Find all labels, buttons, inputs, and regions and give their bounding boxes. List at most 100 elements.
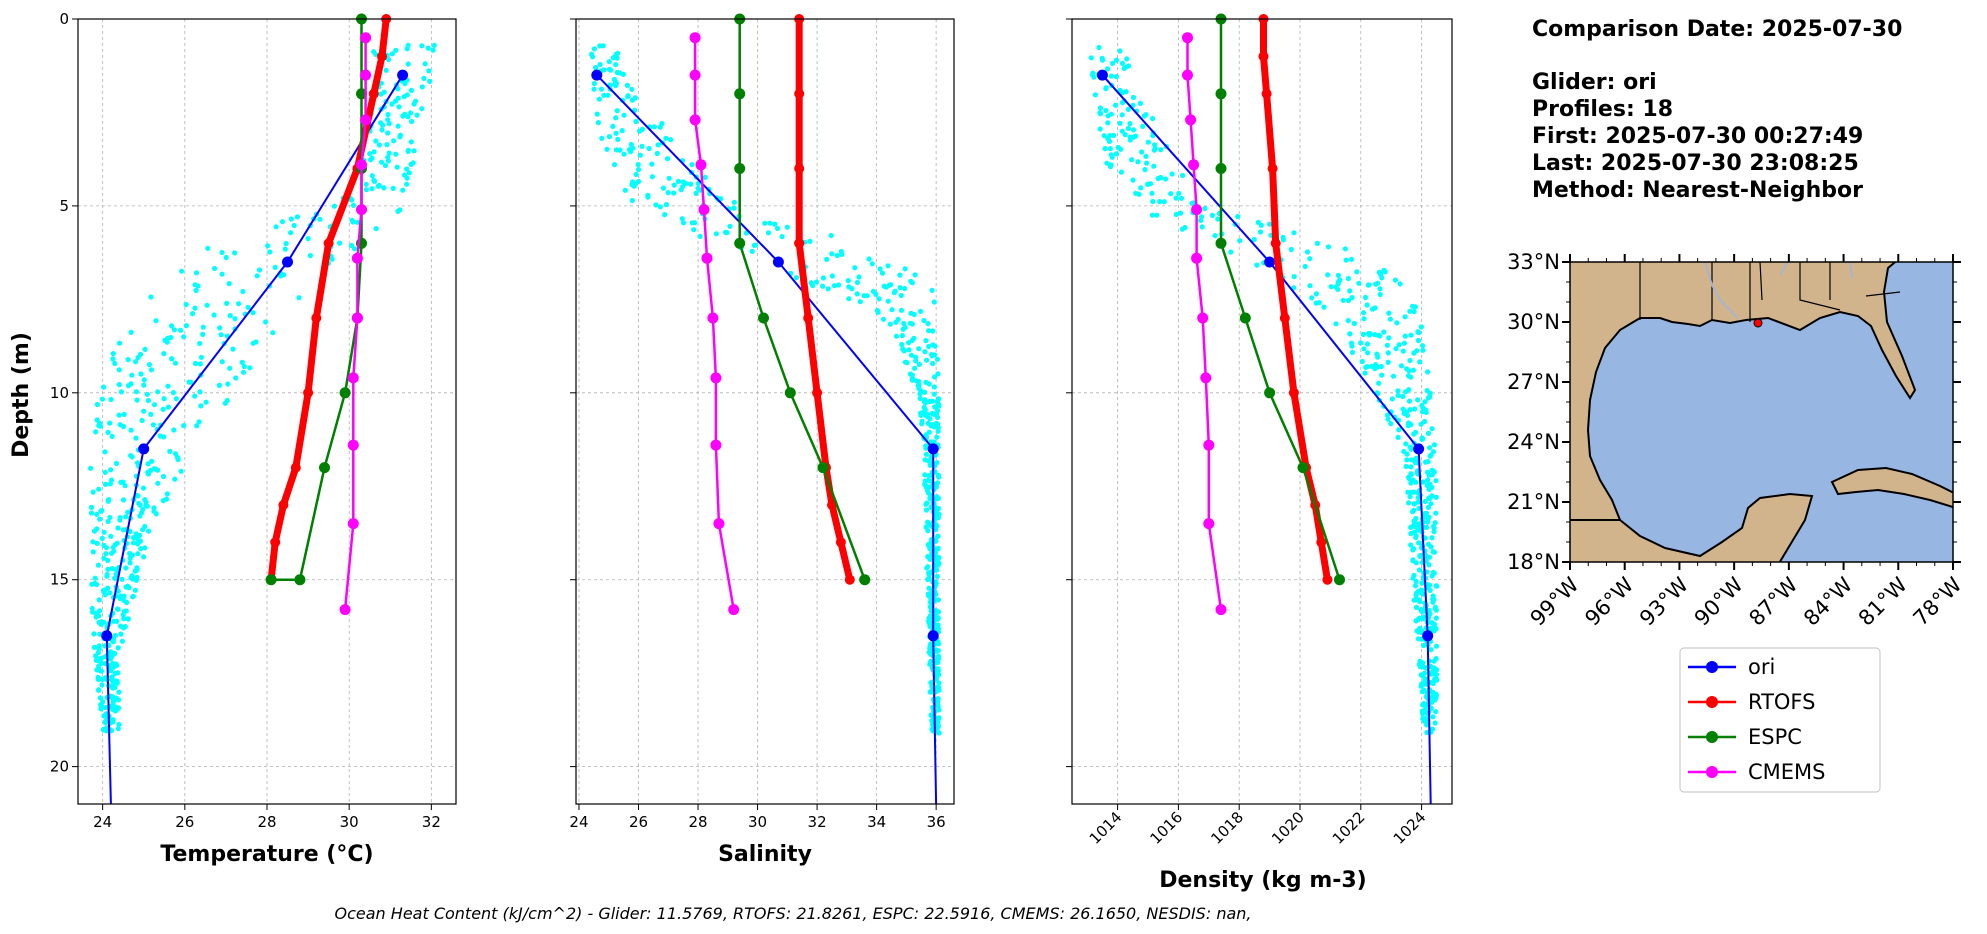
glider-scatter-point <box>192 393 198 399</box>
glider-scatter-point <box>110 685 116 691</box>
glider-scatter-point <box>113 571 119 578</box>
glider-scatter-point <box>92 575 98 581</box>
glider-scatter-point <box>846 284 852 290</box>
glider-scatter-point <box>135 551 141 557</box>
glider-scatter-point <box>96 687 102 693</box>
glider-scatter-point <box>151 402 158 408</box>
glider-scatter-point <box>751 242 758 248</box>
glider-scatter-point <box>1267 221 1273 227</box>
glider-scatter-point <box>1113 57 1120 63</box>
glider-scatter-point <box>922 400 928 406</box>
glider-scatter-point <box>89 605 95 612</box>
series-point-ori <box>397 69 409 81</box>
glider-scatter-point <box>382 162 389 169</box>
glider-scatter-point <box>1413 533 1419 539</box>
glider-scatter-point <box>1420 404 1426 410</box>
glider-scatter-point <box>854 279 861 286</box>
glider-scatter-point <box>369 173 375 179</box>
glider-scatter-point <box>181 423 187 429</box>
glider-scatter-point <box>1381 267 1387 273</box>
glider-scatter-point <box>425 45 431 51</box>
glider-scatter-point <box>689 220 695 226</box>
glider-scatter-point <box>925 564 931 570</box>
glider-scatter-point <box>178 327 184 333</box>
glider-scatter-point <box>1307 283 1313 289</box>
glider-scatter-point <box>219 271 225 277</box>
glider-scatter-point <box>131 535 137 541</box>
glider-scatter-point <box>633 171 639 178</box>
glider-scatter-point <box>1176 190 1182 197</box>
glider-scatter-point <box>376 142 382 148</box>
glider-scatter-point <box>1400 348 1406 354</box>
series-point-ori <box>1264 256 1276 268</box>
glider-scatter-point <box>774 225 781 232</box>
glider-scatter-point <box>1424 729 1430 736</box>
series-point-ori <box>1422 630 1434 642</box>
glider-scatter-point <box>1150 115 1156 122</box>
glider-scatter-point <box>1119 60 1125 66</box>
glider-scatter-point <box>1313 291 1319 297</box>
series-point-rtofs <box>311 313 322 323</box>
glider-scatter-point <box>923 338 929 344</box>
glider-scatter-point <box>1418 629 1424 636</box>
glider-scatter-point <box>1354 269 1360 275</box>
glider-scatter-point <box>96 597 102 603</box>
glider-scatter-point <box>1288 246 1294 253</box>
glider-scatter-point <box>174 454 181 461</box>
glider-scatter-point <box>105 429 111 435</box>
legend-marker-rtofs <box>1706 696 1718 708</box>
glider-scatter-point <box>160 473 167 480</box>
glider-scatter-point <box>1372 332 1378 338</box>
glider-scatter-point <box>391 138 397 144</box>
glider-scatter-point <box>265 243 271 249</box>
glider-scatter-point <box>101 619 107 625</box>
glider-scatter-point <box>1105 120 1111 126</box>
xlabel-temperature: Temperature (°C) <box>160 842 373 867</box>
glider-scatter-point <box>194 423 200 429</box>
glider-scatter-point <box>856 274 862 280</box>
glider-scatter-point <box>296 295 302 301</box>
glider-scatter-point <box>1433 656 1439 662</box>
glider-scatter-point <box>1404 366 1410 372</box>
glider-scatter-point <box>1428 452 1434 458</box>
y-tick-label: 0 <box>59 10 69 28</box>
glider-scatter-point <box>146 362 152 368</box>
glider-scatter-point <box>173 396 179 402</box>
glider-scatter-point <box>119 638 125 644</box>
glider-scatter-point <box>934 656 941 662</box>
glider-scatter-point <box>91 528 98 534</box>
glider-scatter-point <box>1408 464 1414 470</box>
glider-scatter-point <box>181 334 187 340</box>
glider-scatter-point <box>1129 157 1135 163</box>
glider-scatter-point <box>934 481 940 487</box>
glider-scatter-point <box>1335 279 1342 285</box>
glider-scatter-point <box>668 137 674 143</box>
series-point-cmems <box>347 372 359 384</box>
x-tick-label: 30 <box>340 813 359 831</box>
glider-scatter-point <box>421 75 427 81</box>
glider-scatter-point <box>1425 395 1431 401</box>
glider-scatter-point <box>1144 160 1150 166</box>
glider-scatter-point <box>885 263 891 269</box>
series-point-cmems <box>689 32 701 44</box>
glider-scatter-point <box>129 454 135 460</box>
glider-scatter-point <box>153 318 159 324</box>
glider-scatter-point <box>1097 105 1104 111</box>
glider-scatter-point <box>1135 159 1141 165</box>
glider-scatter-point <box>138 351 144 357</box>
glider-scatter-point <box>227 313 233 319</box>
glider-scatter-point <box>135 493 141 499</box>
glider-scatter-point <box>393 47 399 53</box>
glider-scatter-point <box>183 301 189 308</box>
glider-scatter-point <box>1406 476 1412 482</box>
glider-scatter-point <box>1423 459 1429 465</box>
glider-scatter-point <box>105 518 111 525</box>
glider-scatter-point <box>161 396 167 402</box>
series-point-cmems <box>695 159 707 171</box>
glider-scatter-point <box>675 178 682 184</box>
glider-scatter-point <box>829 273 836 279</box>
glider-scatter-point <box>1434 583 1440 589</box>
glider-scatter-point <box>1105 113 1111 119</box>
glider-scatter-point <box>288 216 294 222</box>
glider-scatter-point <box>1109 154 1115 160</box>
